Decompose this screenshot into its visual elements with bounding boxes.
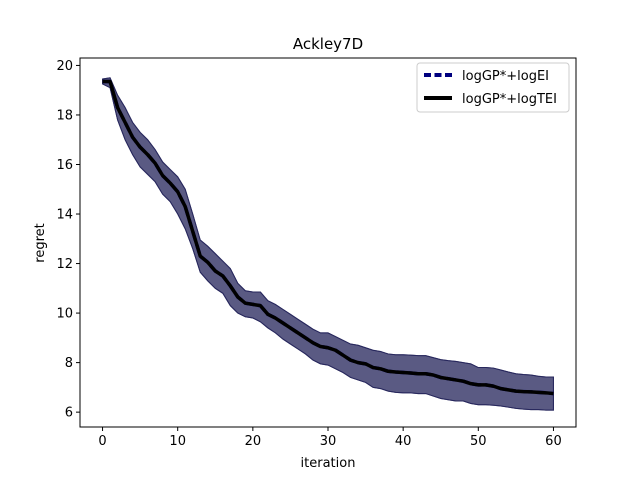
legend-label-loggp-logei: logGP*+logEI bbox=[462, 69, 549, 84]
x-tick-label: 10 bbox=[169, 434, 186, 449]
line-loggp-logtei bbox=[102, 79, 554, 396]
y-axis-ticks: 6 8 10 12 14 16 18 20 bbox=[56, 59, 80, 421]
band-loggp-logtei bbox=[102, 77, 554, 411]
x-axis-ticks: 0 10 20 30 40 50 60 bbox=[98, 427, 562, 449]
series-lines bbox=[102, 79, 554, 396]
y-tick-label: 16 bbox=[56, 158, 73, 173]
y-tick-label: 10 bbox=[56, 307, 73, 322]
legend: logGP*+logEI logGP*+logTEI bbox=[416, 62, 570, 113]
x-tick-label: 60 bbox=[545, 434, 562, 449]
y-tick-label: 8 bbox=[65, 356, 73, 371]
y-tick-label: 18 bbox=[56, 108, 73, 123]
y-tick-label: 12 bbox=[56, 257, 73, 272]
x-tick-label: 30 bbox=[320, 434, 337, 449]
y-axis-label: regret bbox=[33, 223, 48, 262]
x-axis-label: iteration bbox=[301, 456, 356, 471]
legend-label-loggp-logtei: logGP*+logTEI bbox=[462, 92, 557, 107]
legend-box bbox=[416, 62, 570, 113]
x-tick-label: 40 bbox=[395, 434, 412, 449]
confidence-bands bbox=[102, 77, 554, 411]
x-tick-label: 0 bbox=[98, 434, 106, 449]
chart-title: Ackley7D bbox=[293, 35, 363, 53]
y-tick-label: 6 bbox=[65, 406, 73, 421]
y-tick-label: 14 bbox=[56, 208, 73, 223]
x-tick-label: 50 bbox=[470, 434, 487, 449]
y-tick-label: 20 bbox=[56, 59, 73, 74]
x-tick-label: 20 bbox=[245, 434, 262, 449]
